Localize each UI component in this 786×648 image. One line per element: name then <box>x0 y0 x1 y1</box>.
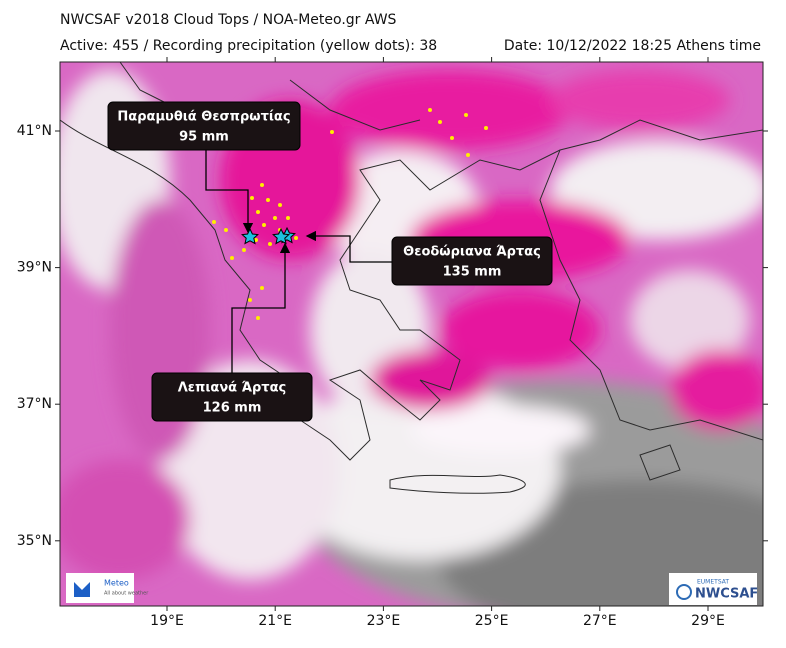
lat-tick-label: 41°N <box>17 123 52 139</box>
lon-tick-label: 29°E <box>691 613 725 629</box>
lon-tick-label: 19°E <box>150 613 184 629</box>
lon-tick-label: 25°E <box>475 613 509 629</box>
station-name: Παραμυθιά Θεσπρωτίας <box>117 110 290 125</box>
station-stars <box>241 226 296 245</box>
callout-box: Παραμυθιά Θεσπρωτίας 95 mm <box>107 101 301 151</box>
header-date: Date: 10/12/2022 18:25 Athens time <box>504 38 761 54</box>
callout-lines <box>205 150 392 373</box>
coastlines <box>60 62 763 494</box>
map-frame <box>59 61 764 607</box>
lat-tick-label: 39°N <box>17 260 52 276</box>
callout-box: Λεπιανά Άρτας 126 mm <box>151 372 313 422</box>
callout-box: Θεοδώριανα Άρτας 135 mm <box>391 236 553 286</box>
meteo-logo: Meteo All about weather <box>66 573 149 603</box>
station-name: Θεοδώριανα Άρτας <box>403 245 541 260</box>
lon-tick-label: 21°E <box>258 613 292 629</box>
logo-text: EUMETSAT <box>697 579 729 586</box>
logo-tagline: All about weather <box>104 591 149 597</box>
station-amount: 135 mm <box>443 265 502 280</box>
station-amount: 95 mm <box>179 130 229 145</box>
lon-tick-label: 27°E <box>583 613 617 629</box>
lon-tick-label: 23°E <box>367 613 401 629</box>
lat-tick-label: 35°N <box>17 533 52 549</box>
logo-text: NWCSAF <box>695 587 758 602</box>
satellite-image <box>60 62 763 606</box>
logo-text: Meteo <box>104 579 129 588</box>
header-title: NWCSAF v2018 Cloud Tops / NOA-Meteo.gr A… <box>60 12 397 28</box>
lat-tick-label: 37°N <box>17 396 52 412</box>
header-active: Active: 455 / Recording precipitation (y… <box>60 38 437 54</box>
station-amount: 126 mm <box>203 401 262 416</box>
station-name: Λεπιανά Άρτας <box>178 381 287 396</box>
nwcsaf-logo: EUMETSAT NWCSAF <box>669 573 758 605</box>
